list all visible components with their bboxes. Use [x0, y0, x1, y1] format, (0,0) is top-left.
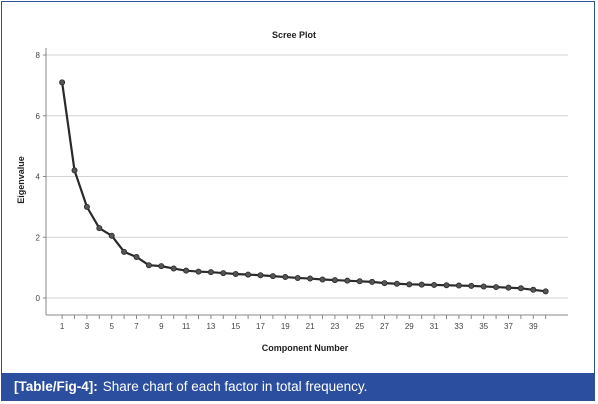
caption-label: [Table/Fig-4]:	[14, 379, 98, 394]
y-tick-label: 8	[36, 51, 41, 60]
series-layer	[59, 79, 549, 295]
data-point	[406, 281, 413, 288]
data-point	[455, 282, 462, 289]
x-tick-label: 39	[529, 322, 538, 331]
data-point	[96, 225, 103, 232]
data-point	[195, 268, 202, 275]
data-point	[542, 288, 549, 295]
data-point	[431, 281, 438, 288]
x-tick-label: 31	[430, 322, 439, 331]
x-tick-label: 35	[479, 322, 488, 331]
data-point	[307, 275, 314, 282]
caption-text: Share chart of each factor in total freq…	[102, 379, 368, 394]
chart-title: Scree Plot	[272, 30, 316, 40]
x-tick-label: 25	[355, 322, 364, 331]
data-point	[356, 278, 363, 285]
data-point	[170, 265, 177, 272]
data-point	[245, 271, 252, 278]
data-point	[232, 271, 239, 278]
data-point	[59, 79, 66, 86]
x-tick-labels: 1 3 5 7 9 11 13 15 17 19 21 23 25 27 29 31 33 35 37 39	[60, 322, 538, 331]
data-point	[319, 276, 326, 283]
x-tick-label: 29	[405, 322, 414, 331]
data-point	[71, 167, 78, 174]
data-point	[145, 262, 152, 269]
x-tick-label: 19	[281, 322, 290, 331]
x-tick-label: 21	[306, 322, 315, 331]
x-tick-label: 17	[256, 322, 265, 331]
y-tick-labels: 0 2 4 6 8	[36, 51, 41, 303]
x-tick-label: 27	[380, 322, 389, 331]
data-point	[83, 203, 90, 210]
data-point	[207, 269, 214, 276]
x-tick-label: 1	[60, 322, 65, 331]
x-tick-label: 23	[330, 322, 339, 331]
x-tick-label: 3	[85, 322, 90, 331]
x-tick-label: 13	[206, 322, 215, 331]
plot-background	[46, 48, 568, 315]
data-point	[505, 284, 512, 291]
data-point	[418, 281, 425, 288]
data-point	[133, 253, 140, 260]
caption-bar: [Table/Fig-4]: Share chart of each facto…	[2, 373, 594, 400]
data-point	[294, 274, 301, 281]
y-tick-label: 4	[36, 173, 41, 182]
x-tick-label: 5	[109, 322, 114, 331]
axes	[43, 48, 568, 319]
series-line	[61, 82, 546, 293]
x-tick-label: 11	[182, 322, 191, 331]
y-axis-title: Eigenvalue	[16, 156, 26, 204]
data-point	[108, 232, 115, 239]
x-tick-label: 9	[159, 322, 164, 331]
data-point	[331, 277, 338, 284]
data-point	[530, 286, 537, 293]
data-point	[480, 283, 487, 290]
x-tick-label: 7	[134, 322, 139, 331]
x-tick-label: 15	[231, 322, 240, 331]
y-tick-label: 2	[36, 233, 41, 242]
y-tick-label: 6	[36, 112, 41, 121]
data-point	[517, 285, 524, 292]
data-point	[183, 267, 190, 274]
data-point	[381, 280, 388, 287]
data-point	[158, 263, 165, 270]
data-point	[468, 282, 475, 289]
y-tick-label: 0	[36, 294, 41, 303]
data-point	[282, 274, 289, 281]
x-tick-label: 33	[454, 322, 463, 331]
x-axis-title: Component Number	[262, 343, 349, 353]
data-point	[493, 284, 500, 291]
data-point	[369, 278, 376, 285]
data-point	[269, 273, 276, 280]
data-point	[393, 280, 400, 287]
x-tick-label: 37	[504, 322, 513, 331]
data-point	[257, 272, 264, 279]
data-point	[344, 277, 351, 284]
data-point	[443, 282, 450, 289]
grid-lines	[46, 48, 568, 315]
data-point	[220, 270, 227, 277]
data-point	[121, 248, 128, 255]
